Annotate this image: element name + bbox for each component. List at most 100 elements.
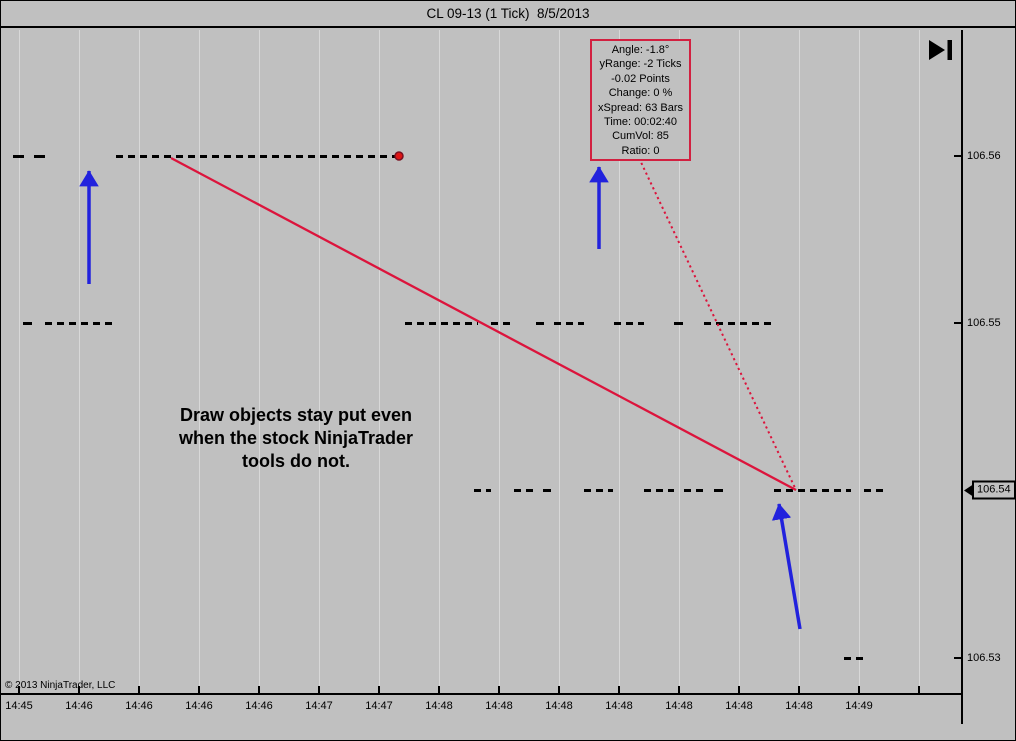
time-tick [378,686,380,693]
time-tick [918,686,920,693]
price-tick [954,322,962,324]
info-box-line: -0.02 Points [611,72,670,85]
up-arrow-right[interactable] [771,503,802,630]
tick-prints-106.55 [405,321,478,325]
time-tick [558,686,560,693]
price-label: 106.56 [967,150,1001,162]
tick-prints-106.54 [474,488,491,492]
price-label: 106.55 [967,317,1001,329]
time-label: 14:46 [65,700,93,712]
price-axis[interactable]: 106.56 106.55 106.54 106.53 [954,30,1015,724]
price-tick [954,657,962,659]
text-annotation[interactable]: Draw objects stay put even when the stock… [141,404,451,473]
tick-prints-106.55 [674,321,683,325]
price-label: 106.53 [967,652,1001,664]
vertical-gridline [919,30,920,693]
info-box-line: Change: 0 % [608,87,673,100]
time-tick [78,686,80,693]
tick-prints-106.54 [644,488,674,492]
tick-prints-106.54 [543,488,551,492]
time-tick [738,686,740,693]
drawing-overlay [79,151,802,630]
tick-prints-106.55 [45,321,114,325]
tick-prints-106.55 [491,321,513,325]
annotation-line: when the stock NinjaTrader [178,428,414,448]
tick-prints-106.55 [536,321,544,325]
tick-prints-106.55 [704,321,772,325]
time-axis[interactable]: 14:45 14:46 14:46 14:46 14:46 14:47 14:47 14:48… [1,686,963,740]
vertical-gridline [379,30,380,693]
time-label: 14:46 [125,700,153,712]
time-label: 14:47 [305,700,333,712]
tick-prints-106.54 [584,488,613,492]
vertical-gridline [859,30,860,693]
skip-to-end-icon [929,40,952,60]
last-price-tag: 106.54 [972,480,1015,500]
info-box-line: Angle: -1.8° [611,44,670,56]
vertical-gridline [199,30,200,693]
time-tick [18,686,20,693]
vertical-gridline [319,30,320,693]
time-label: 14:48 [785,700,813,712]
time-label: 14:48 [425,700,453,712]
time-label: 14:48 [665,700,693,712]
go-to-end-button[interactable] [929,38,955,62]
time-axis-line [1,693,963,695]
tick-prints-106.56 [34,154,45,158]
time-label: 14:46 [245,700,273,712]
time-label: 14:46 [185,700,213,712]
tick-prints-106.55 [554,321,584,325]
vertical-gridline [139,30,140,693]
info-box-line: Time: 00:02:40 [604,116,677,129]
price-tick [954,155,962,157]
line-end-dot[interactable] [394,151,404,161]
annotation-line: tools do not. [242,451,350,471]
tick-prints-106.56 [116,154,395,158]
time-tick [258,686,260,693]
tick-prints-106.55 [23,321,32,325]
time-tick [858,686,860,693]
tick-prints-106.56 [13,154,24,158]
vertical-gridline [559,30,560,693]
tick-prints-106.54 [774,488,851,492]
time-label: 14:48 [605,700,633,712]
time-label: 14:48 [545,700,573,712]
tick-prints-106.54 [864,488,886,492]
title-bar: CL 09-13 (1 Tick) 8/5/2013 [1,1,1015,28]
price-axis-line [961,30,963,724]
vertical-gridline [259,30,260,693]
tick-prints-106.54 [514,488,533,492]
time-label: 14:48 [485,700,513,712]
time-tick [678,686,680,693]
chart-plot-area[interactable]: Angle: -1.8° yRange: -2 Ticks -0.02 Points… [1,30,962,693]
info-box-line: CumVol: 85 [612,130,669,143]
time-label: 14:49 [845,700,873,712]
copyright-label: © 2013 NinjaTrader, LLC [5,680,116,691]
vertical-gridline [739,30,740,693]
time-tick [618,686,620,693]
time-tick [438,686,440,693]
vertical-gridline [439,30,440,693]
time-label: 14:47 [365,700,393,712]
chart-title: CL 09-13 (1 Tick) 8/5/2013 [426,6,590,21]
info-box-line: xSpread: 63 Bars [598,101,683,114]
ruler-info-box[interactable]: Angle: -1.8° yRange: -2 Ticks -0.02 Points… [590,39,691,162]
info-box-line: yRange: -2 Ticks [599,58,682,71]
tick-prints-106.53 [844,656,865,660]
vertical-gridline [799,30,800,693]
info-box-line: Ratio: 0 [621,144,660,157]
time-tick [318,686,320,693]
vertical-gridline [499,30,500,693]
vertical-gridline [19,30,20,693]
time-tick [138,686,140,693]
time-label: 14:45 [5,700,33,712]
time-tick [498,686,500,693]
vertical-gridline [79,30,80,693]
time-label: 14:48 [725,700,753,712]
annotation-line: Draw objects stay put even [179,405,413,425]
tick-prints-106.54 [714,488,723,492]
tick-prints-106.55 [614,321,644,325]
time-tick [798,686,800,693]
tick-prints-106.54 [684,488,704,492]
